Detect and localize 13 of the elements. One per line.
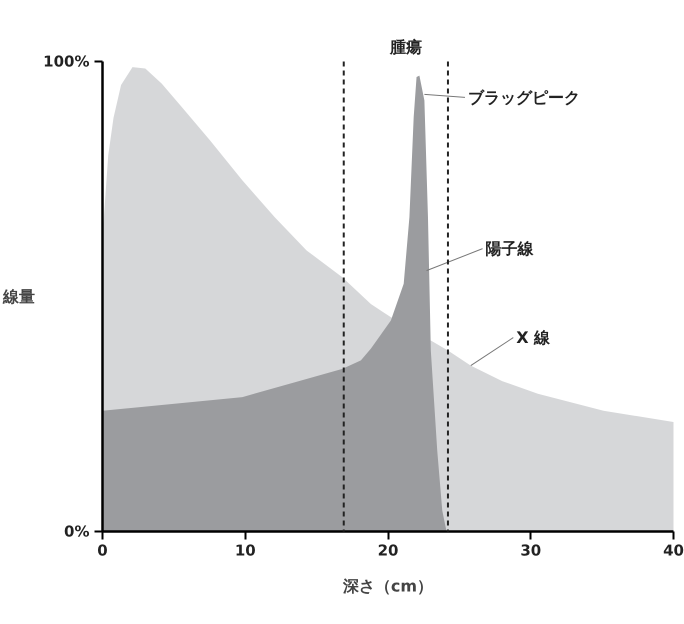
x-tick-label: 10 [234,542,256,560]
y-tick-label: 100% [43,52,90,70]
annotation: ブラッグピーク [468,88,580,107]
x-tick-label: 0 [97,542,108,560]
x-axis-title: 深さ（cm） [342,576,434,596]
x-tick-label: 40 [663,542,684,560]
text: 腫瘍 [389,38,422,56]
annotation: 陽子線 [485,239,534,258]
x-tick-label: 20 [378,542,398,560]
y-axis-title: 線量 [2,287,36,306]
annotation: X 線 [516,328,552,348]
x-tick-label: 30 [520,542,542,560]
y-tick-label: 0% [64,522,90,540]
